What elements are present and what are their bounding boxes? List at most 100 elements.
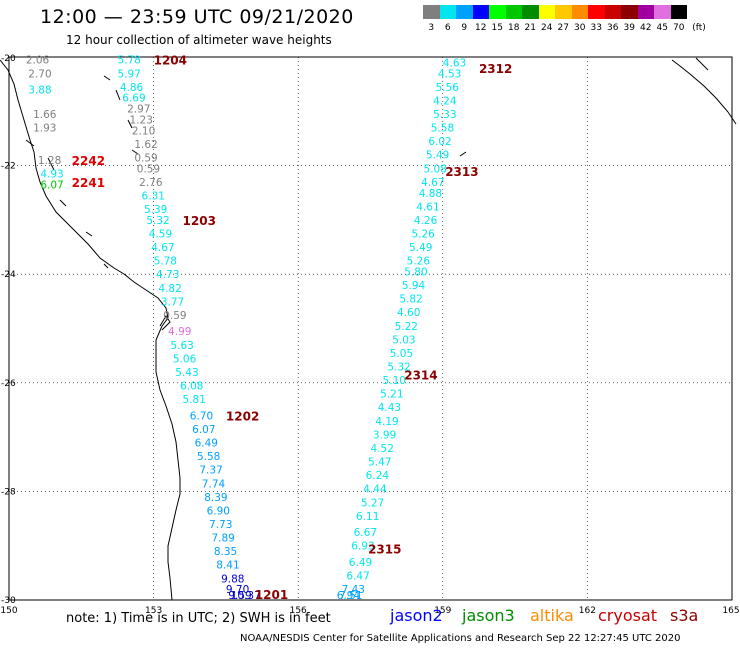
wave-height-value: 6.93 [351,541,374,553]
wave-height-value: 5.63 [170,340,193,352]
map-frame [8,56,733,601]
wave-height-value: 0.59 [137,163,160,175]
legend-label: 45 [656,23,668,33]
track-cryosat: 2.062.70 3.88 1.66 1.93 1.28 4.936.07 [26,55,64,192]
wave-height-value: 4.86 [120,82,144,94]
wave-height-value: 1.28 [38,155,61,167]
legend-label: 15 [491,23,503,33]
wave-height-value: 1.93 [33,123,56,135]
wave-height-value: 5.22 [395,321,418,333]
legend-swatch [538,5,555,19]
wave-height-value: 5.58 [431,123,454,135]
wave-height-value: 8.39 [204,492,227,504]
wave-height-value: 5.32 [387,362,410,374]
wave-height-value: 4.67 [151,242,174,254]
wave-height-value: 6.70 [190,410,213,422]
track-time-label: 2242 [72,154,105,168]
track-jason2-2312-2315: 4.634.535.564.245.335.586.025.495.084.67… [337,57,466,602]
legend-swatch [555,5,572,19]
legend-unit: (ft) [692,23,706,33]
lon-tick-label: 162 [579,606,596,616]
wave-height-value: 6.49 [349,557,372,569]
lon-tick-label: 150 [0,606,17,616]
wave-height-value: 7.73 [209,519,232,531]
legend-swatch [670,5,687,19]
legend-swatch [439,5,456,19]
wave-height-value: 6.02 [428,136,451,148]
wave-height-value: 5.03 [392,334,415,346]
wave-height-value: 5.08 [424,163,447,175]
wave-height-value: 6.11 [356,511,379,523]
legend-swatch [423,5,440,19]
wave-height-value: 5.39 [144,204,167,216]
legend-swatch [522,5,539,19]
wave-height-value: 4.63 [443,57,466,69]
legend-label: 18 [508,23,520,33]
legend-swatch [604,5,621,19]
credit-line: NOAA/NESDIS Center for Satellite Applica… [240,633,681,644]
wave-height-value: 5.56 [436,82,460,94]
wave-height-value: 0.59 [134,152,157,164]
wave-height-value: 5.05 [390,348,413,360]
wave-height-value: 3.77 [161,296,184,308]
wave-height-value: 5.81 [183,394,206,406]
wave-height-value: 4.53 [438,68,461,80]
wave-height-value: 7.74 [202,478,226,490]
legend-swatch [505,5,522,19]
wave-height-value: 5.49 [426,150,449,162]
legend-label: 12 [475,23,487,33]
page-title: 12:00 — 23:59 UTC 09/21/2020 [40,6,354,28]
wave-height-value: 1.62 [134,139,157,151]
wave-height-value: 5.78 [117,55,140,67]
legend-label: 27 [557,23,569,33]
satellite-s3a: s3a [670,606,699,625]
track-time-label: 2312 [479,62,512,76]
lat-tick-label: -26 [1,379,16,389]
wave-height-value: 5.26 [407,256,431,268]
wave-height-value: 5.47 [368,457,391,469]
legend-swatch [637,5,654,19]
legend-label: 36 [607,23,619,33]
map-note: note: 1) Time is in UTC; 2) SWH is in fe… [66,611,331,626]
wave-height-value: 4.43 [378,402,401,414]
wave-height-value: 4.88 [419,188,442,200]
legend-label: 24 [541,23,553,33]
lon-tick-label: 153 [145,606,162,616]
wave-height-value: 6.47 [346,571,369,583]
wave-height-value: 4.73 [156,269,179,281]
color-legend: 3 6 9 12 15 18 21 24 27 30 33 36 39 42 45 70 (ft) [422,5,727,33]
satellite-jason2: jason2 [390,606,443,625]
legend-swatch [456,5,473,19]
wave-height-value: 5.26 [411,228,435,240]
track-time-label: 1204 [154,54,187,68]
wave-height-value: 2.06 [26,55,50,67]
wave-height-value: 2.10 [132,125,155,137]
wave-height-value: 3.99 [373,429,396,441]
wave-height-value: 5.82 [399,294,422,306]
wave-height-value: 4.24 [433,95,457,107]
wave-height-value: 10.37 [231,590,261,602]
wave-height-value: 4.52 [371,443,394,455]
legend-swatch [621,5,638,19]
wave-height-value: 7.43 [342,584,365,596]
wave-height-value: 5.58 [197,451,220,463]
wave-height-value: 4.99 [168,326,191,338]
wave-height-value: 6.24 [366,470,390,482]
wave-height-value: 2.76 [139,177,163,189]
wave-height-value: 5.49 [409,242,432,254]
altimeter-tracks: 2.062.703.881.661.931.284.936.075.785.97… [26,55,466,602]
wave-height-value: 6.69 [122,93,145,105]
wave-height-value: 5.10 [383,375,406,387]
wave-height-value: 9.88 [221,573,244,585]
wave-height-value: 5.43 [175,367,198,379]
wave-height-value: 5.21 [380,389,403,401]
wave-height-value: 5.33 [433,109,456,121]
legend-swatch [588,5,605,19]
wave-height-value: 4.60 [397,307,420,319]
wave-height-value: 7.89 [211,533,234,545]
wave-height-value: 1.23 [130,114,153,126]
lon-tick-label: 165 [722,606,739,616]
wave-height-value: 5.94 [402,280,426,292]
wave-height-value: 8.41 [216,560,239,572]
